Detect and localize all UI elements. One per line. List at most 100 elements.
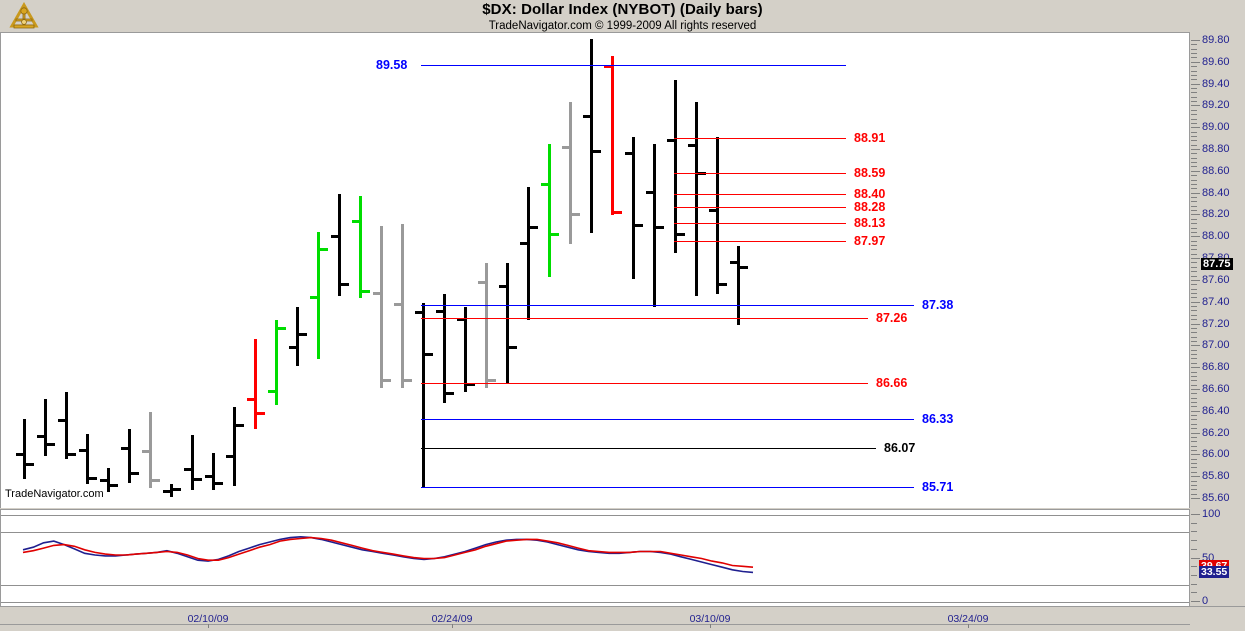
level-87-26-line[interactable]: [421, 317, 868, 319]
price-axis-minor-tick: [1191, 53, 1197, 55]
last-price-tag: 87.75: [1201, 257, 1233, 270]
price-axis-minor-tick: [1191, 92, 1197, 94]
bar-range-line: [23, 419, 26, 480]
bar-open-tick: [16, 453, 23, 457]
level-88-40-label: 88.40: [854, 186, 886, 201]
indicator-axis-label: 100: [1202, 508, 1221, 520]
bar-range-line: [716, 136, 719, 294]
stochastic-lines: [22, 535, 754, 574]
bar-range-line: [695, 102, 698, 297]
bar-close-tick: [362, 289, 370, 293]
bar-range-line: [443, 293, 446, 404]
price-axis-minor-tick: [1191, 471, 1197, 473]
date-axis-label: 03/10/09: [689, 613, 731, 625]
price-axis-minor-tick: [1191, 275, 1197, 277]
bar-close-tick: [26, 463, 34, 466]
price-axis[interactable]: 89.80 89.60 89.40 89.20 89.00 88.80 88.60 88.40…: [1191, 32, 1245, 508]
price-axis-minor-tick: [1191, 314, 1197, 316]
bar-open-tick: [205, 475, 212, 478]
indicator-axis-minor-tick: [1191, 574, 1197, 576]
bar-range-line: [506, 263, 509, 384]
price-axis-minor-tick: [1191, 402, 1197, 404]
bar-open-tick: [562, 145, 569, 149]
bar-range-line: [317, 231, 320, 360]
price-axis-label: 85.80: [1202, 470, 1230, 483]
level-88-40-line[interactable]: [674, 193, 846, 195]
stochastic-panel[interactable]: [0, 509, 1190, 606]
price-axis-minor-tick: [1191, 375, 1197, 377]
price-axis-tick: [1191, 301, 1200, 303]
bar-range-line: [569, 102, 572, 244]
price-axis-minor-tick: [1191, 436, 1197, 438]
bar-open-tick: [331, 235, 338, 239]
level-85-71-label: 85.71: [922, 480, 954, 494]
level-88-28-line[interactable]: [674, 206, 846, 208]
price-axis-minor-tick: [1191, 340, 1197, 342]
price-axis-minor-tick: [1191, 188, 1197, 190]
price-axis-minor-tick: [1191, 332, 1197, 334]
bar-close-tick: [593, 150, 601, 154]
price-axis-minor-tick: [1191, 205, 1197, 207]
level-89-58-line[interactable]: [421, 64, 846, 66]
price-axis-tick: [1191, 83, 1200, 85]
bar-range-line: [380, 226, 383, 388]
date-axis-rule: [0, 624, 1190, 625]
level-87-38-label: 87.38: [922, 297, 954, 312]
bar-close-tick: [341, 283, 349, 287]
bar-close-tick: [152, 479, 160, 483]
bar-close-tick: [551, 232, 559, 236]
price-axis-minor-tick: [1191, 96, 1197, 98]
bar-range-line: [149, 411, 152, 489]
bar-open-tick: [688, 143, 695, 147]
price-plot-area[interactable]: 89.58 88.91 88.59 88.40 88.28 88.13 87.97 87.38…: [0, 32, 1190, 508]
indicator-axis[interactable]: 10050039.6733.55: [1191, 508, 1245, 607]
bar-range-line: [422, 302, 425, 489]
level-87-97-line[interactable]: [674, 240, 846, 242]
level-86-66-line[interactable]: [421, 383, 868, 385]
indicator-axis-minor-tick: [1191, 522, 1197, 524]
level-86-33-line[interactable]: [421, 419, 914, 421]
price-axis-minor-tick: [1191, 489, 1197, 491]
level-88-91-line[interactable]: [674, 138, 846, 140]
indicator-axis-tick: [1191, 514, 1200, 515]
bar-range-line: [632, 136, 635, 279]
bar-open-tick: [310, 296, 317, 300]
price-axis-tick: [1191, 170, 1200, 172]
bar-open-tick: [352, 219, 359, 223]
indicator-gridline: [1, 602, 1189, 603]
level-88-13-line[interactable]: [674, 223, 846, 225]
bar-range-line: [86, 433, 89, 484]
level-86-07-line[interactable]: [421, 447, 876, 449]
date-axis-label: 02/24/09: [431, 613, 473, 625]
price-axis-minor-tick: [1191, 101, 1197, 103]
bar-close-tick: [320, 248, 328, 252]
bar-close-tick: [236, 423, 244, 427]
price-axis-minor-tick: [1191, 362, 1197, 364]
sextant-logo-icon: [3, 1, 45, 32]
price-axis-tick: [1191, 105, 1200, 107]
price-axis-minor-tick: [1191, 48, 1197, 50]
level-88-59-line[interactable]: [674, 172, 846, 174]
price-axis-minor-tick: [1191, 428, 1197, 430]
bar-range-line: [254, 338, 257, 430]
price-axis-minor-tick: [1191, 458, 1197, 460]
bar-close-tick: [488, 379, 496, 383]
price-axis-minor-tick: [1191, 240, 1197, 242]
level-87-38-line[interactable]: [421, 304, 914, 306]
bar-open-tick: [583, 115, 590, 119]
level-87-26-label: 87.26: [876, 310, 908, 325]
bar-close-tick: [719, 283, 727, 287]
price-axis-label: 86.80: [1202, 361, 1230, 374]
bar-close-tick: [572, 213, 580, 217]
price-axis-tick: [1191, 323, 1200, 325]
bar-close-tick: [404, 379, 412, 383]
price-axis-minor-tick: [1191, 288, 1197, 290]
bar-open-tick: [646, 191, 653, 195]
level-85-71-line[interactable]: [421, 487, 914, 488]
level-88-59-label: 88.59: [854, 165, 886, 180]
price-axis-minor-tick: [1191, 450, 1197, 452]
price-axis-minor-tick: [1191, 79, 1197, 81]
level-86-07-label: 86.07: [884, 440, 916, 455]
date-axis[interactable]: 02/10/09 02/24/09 03/10/09 03/24/09: [0, 606, 1245, 631]
